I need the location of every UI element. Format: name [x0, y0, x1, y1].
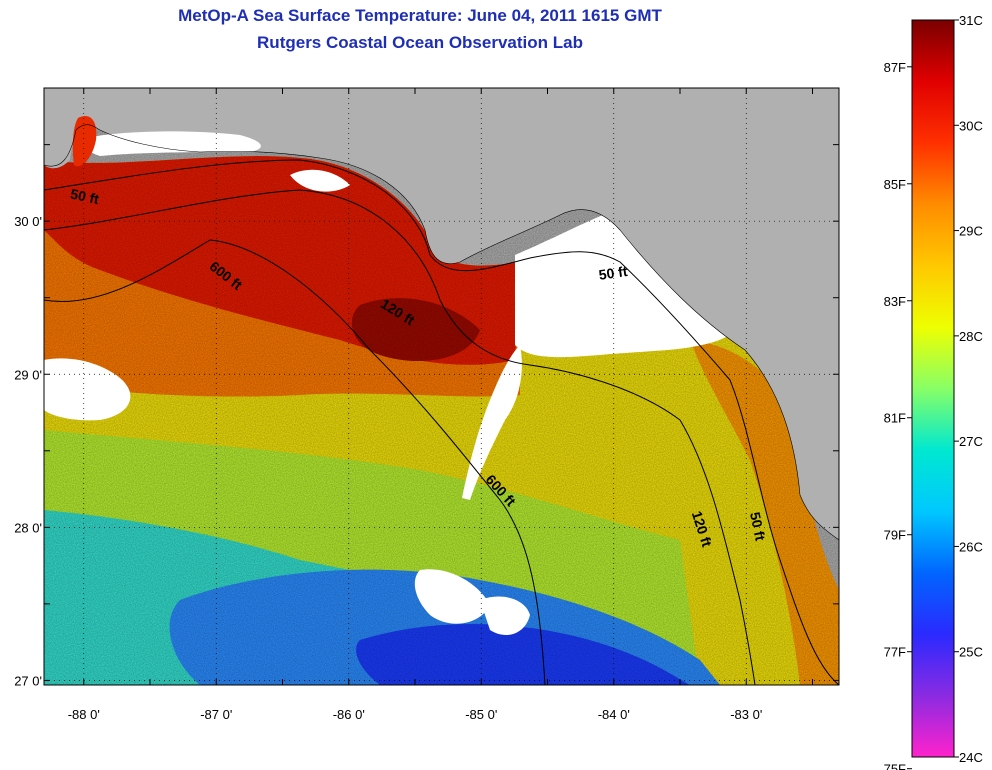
contour-label: 50 ft	[598, 263, 629, 283]
lon-tick-label: -86 0'	[333, 707, 365, 722]
lon-tick-label: -84 0'	[598, 707, 630, 722]
contour-600ft	[44, 239, 546, 685]
bay-warm-water	[72, 116, 97, 167]
axis-labels: -88 0' -87 0' -86 0' -85 0' -84 0' -83 0' 30 0…	[14, 214, 762, 722]
contour-50ft	[44, 159, 839, 685]
lon-tick-label: -88 0'	[68, 707, 100, 722]
colorbar-labels: 31C 30C 29C 28C 27C 26C 25C 24C 87F 85F 83F 81F 79F 7…	[884, 13, 983, 770]
map-title: MetOp-A Sea Surface Temperature: June 04…	[178, 6, 662, 25]
colorbar-c-label: 25C	[959, 645, 983, 660]
land-white-patch	[80, 131, 261, 156]
contour-120ft	[44, 189, 756, 685]
colorbar-f-label: 79F	[884, 528, 906, 543]
lon-tick-label: -83 0'	[730, 707, 762, 722]
lat-tick-label: 27 0'	[14, 673, 42, 688]
coastline-land	[44, 88, 839, 540]
colorbar-f-label: 77F	[884, 645, 906, 660]
lon-tick-label: -85 0'	[465, 707, 497, 722]
colorbar-f-label: 83F	[884, 294, 906, 309]
map-frame	[43, 87, 840, 686]
contour-label: 50 ft	[69, 186, 101, 208]
colorbar-f-label: 87F	[884, 60, 906, 75]
contour-label: 50 ft	[747, 511, 769, 543]
depth-contours	[44, 159, 839, 685]
axis-ticks	[44, 88, 839, 685]
colorbar-f-label: 75F	[884, 762, 906, 770]
coastline	[44, 124, 839, 541]
colorbar-c-label: 24C	[959, 750, 983, 765]
colorbar-f-label: 85F	[884, 177, 906, 192]
colorbar-c-label: 31C	[959, 13, 983, 28]
colorbar-c-label: 29C	[959, 224, 983, 239]
colorbar	[911, 19, 955, 758]
lat-tick-label: 30 0'	[14, 214, 42, 229]
colorbar-c-label: 30C	[959, 118, 983, 133]
colorbar-c-label: 28C	[959, 329, 983, 344]
colorbar-c-label: 27C	[959, 434, 983, 449]
lat-tick-label: 29 0'	[14, 367, 42, 382]
lon-tick-label: -87 0'	[200, 707, 232, 722]
colorbar-f-label: 81F	[884, 411, 906, 426]
colorbar-c-label: 26C	[959, 539, 983, 554]
map-subtitle: Rutgers Coastal Ocean Observation Lab	[257, 33, 583, 52]
lat-tick-label: 28 0'	[14, 520, 42, 535]
